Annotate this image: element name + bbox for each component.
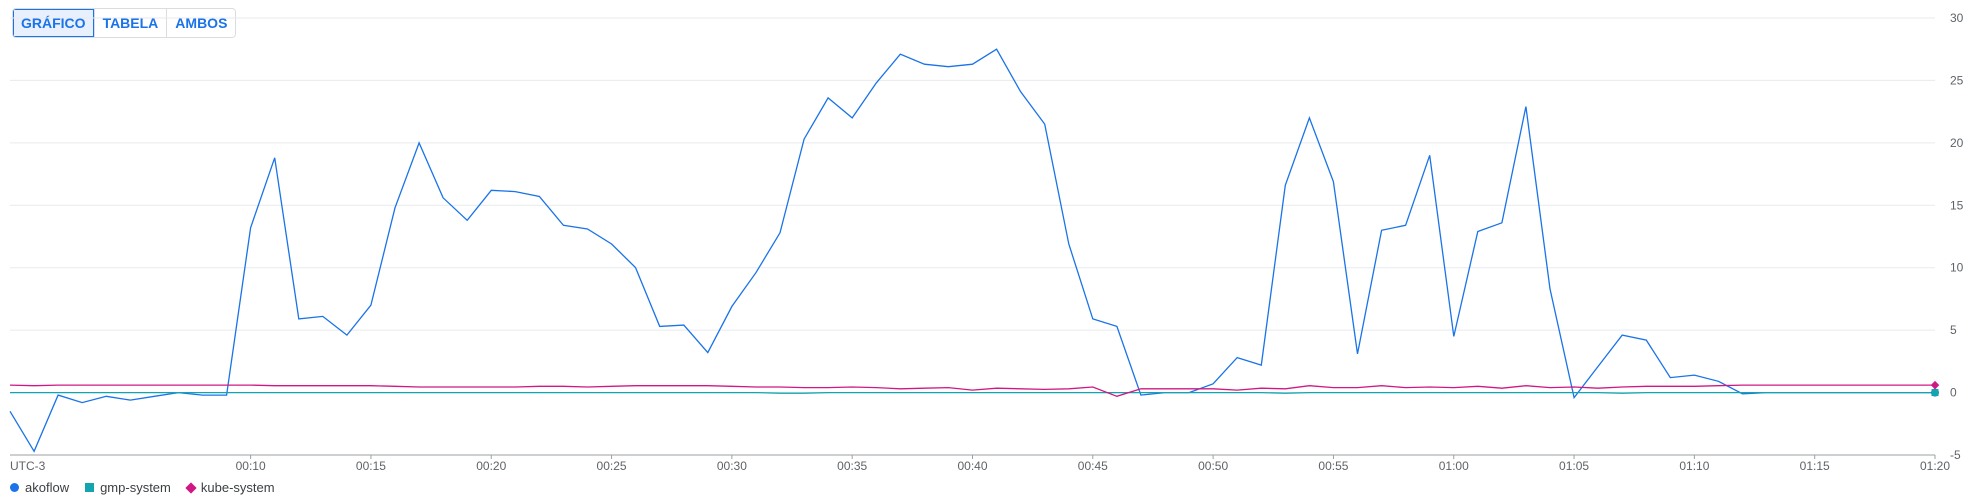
legend-label: akoflow [25, 480, 70, 495]
x-tick-label: 01:20 [1920, 459, 1950, 470]
y-tick-label: -5 [1950, 448, 1961, 462]
x-tick-label: 00:15 [356, 459, 386, 470]
legend-item-akoflow[interactable]: akoflow [10, 480, 69, 495]
end-marker-gmp-system [1931, 389, 1939, 397]
y-axis-ticks: -5 0 5 10 15 20 25 30 [1950, 11, 1964, 462]
legend-label: gmp-system [100, 480, 171, 495]
x-tick-label: 00:10 [236, 459, 266, 470]
x-tick-label: 01:05 [1559, 459, 1589, 470]
x-tick-label: 00:25 [597, 459, 627, 470]
x-tick-label: 00:40 [957, 459, 987, 470]
x-tick-label: 00:55 [1318, 459, 1348, 470]
legend-swatch [85, 483, 95, 492]
tab-ambos[interactable]: AMBOS [166, 9, 236, 37]
end-marker-kube-system [1930, 380, 1940, 390]
y-tick-label: 5 [1950, 323, 1957, 337]
x-tick-label: 00:35 [837, 459, 867, 470]
legend-swatch [185, 481, 197, 494]
x-tick-label: 00:45 [1078, 459, 1108, 470]
series-line-kube-system [9, 384, 1935, 397]
line-chart: -5 0 5 10 15 20 25 30 UTC-3 00:10 00:15 00:20 00:25… [9, 11, 1964, 470]
legend-swatch [10, 483, 19, 492]
y-tick-label: 20 [1950, 136, 1964, 150]
y-tick-label: 15 [1950, 198, 1964, 212]
series-end-markers [1930, 380, 1940, 397]
x-tick-label: 01:15 [1800, 459, 1830, 470]
tab-grafico[interactable]: GRÁFICO [13, 9, 94, 37]
timezone-label: UTC-3 [10, 459, 46, 470]
legend: akoflow gmp-system kube-system [10, 480, 275, 495]
legend-item-kube-system[interactable]: kube-system [185, 480, 275, 495]
series-lines [9, 48, 1935, 453]
x-tick-label: 00:50 [1198, 459, 1228, 470]
x-axis-ticks: UTC-3 00:10 00:15 00:20 00:25 00:30 00:35 00:40… [10, 455, 1950, 470]
view-toggle: GRÁFICO TABELA AMBOS [12, 8, 237, 38]
y-tick-label: 25 [1950, 73, 1964, 87]
x-tick-label: 00:20 [476, 459, 506, 470]
y-tick-label: 0 [1950, 386, 1957, 400]
y-tick-label: 30 [1950, 11, 1964, 25]
y-tick-label: 10 [1950, 261, 1964, 275]
legend-item-gmp-system[interactable]: gmp-system [85, 480, 171, 495]
x-tick-label: 01:10 [1679, 459, 1709, 470]
x-tick-label: 01:00 [1439, 459, 1469, 470]
series-line-akoflow [9, 48, 1935, 453]
series-line-gmp-system [10, 391, 1935, 394]
x-tick-label: 00:30 [717, 459, 747, 470]
legend-label: kube-system [200, 480, 275, 495]
tab-tabela[interactable]: TABELA [93, 9, 167, 37]
